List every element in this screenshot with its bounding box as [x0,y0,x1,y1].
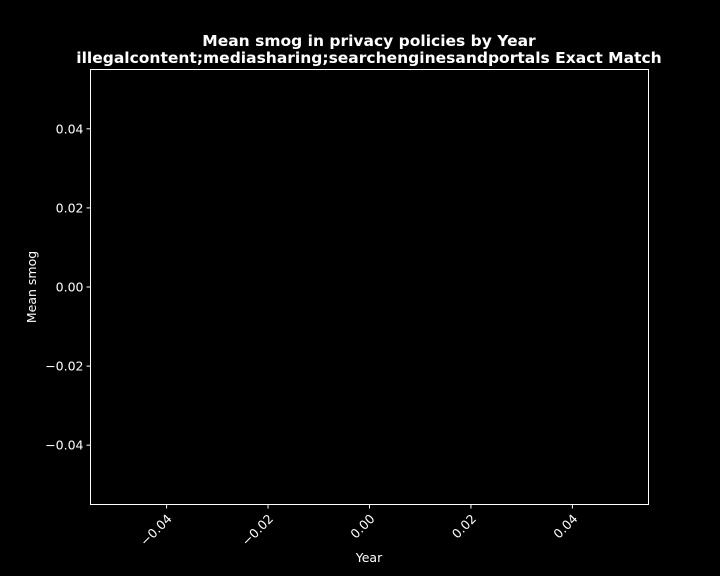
y-tick-label: 0.02 [56,200,84,215]
y-tick-label: −0.02 [45,359,83,374]
y-tick-label: −0.04 [45,438,83,453]
y-axis-ticks: −0.04 −0.02 0.00 0.02 0.04 [45,121,91,453]
plot-area [90,69,649,505]
x-axis-label: Year [355,550,383,565]
chart-title-line-2: illegalcontent;mediasharing;searchengine… [76,49,661,67]
y-tick-label: 0.00 [56,280,84,295]
chart-title-line-1: Mean smog in privacy policies by Year [202,32,536,50]
y-tick-label: 0.04 [56,121,84,136]
y-axis-label: Mean smog [24,251,39,323]
